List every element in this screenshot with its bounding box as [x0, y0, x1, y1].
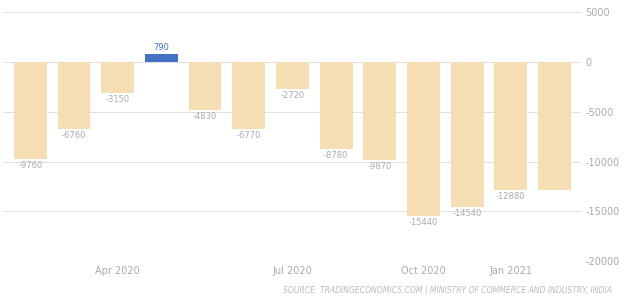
Text: -9760: -9760 — [18, 161, 42, 170]
Text: 790: 790 — [154, 43, 169, 52]
Text: -3150: -3150 — [105, 95, 130, 104]
Text: -6770: -6770 — [236, 131, 261, 140]
Bar — [232, 62, 265, 129]
Bar — [101, 62, 134, 93]
Text: -8780: -8780 — [324, 151, 348, 160]
Bar — [494, 62, 527, 190]
Bar — [145, 54, 178, 62]
Text: -12880: -12880 — [496, 192, 525, 201]
Bar — [407, 62, 440, 216]
Text: -15440: -15440 — [409, 218, 438, 227]
Text: -14540: -14540 — [452, 209, 482, 218]
Bar — [57, 62, 90, 129]
Bar — [14, 62, 47, 159]
Bar — [451, 62, 484, 207]
Text: -6760: -6760 — [62, 131, 86, 140]
Text: -4830: -4830 — [193, 112, 217, 121]
Text: -2720: -2720 — [280, 91, 305, 100]
Text: SOURCE: TRADINGECONOMICS.COM | MINISTRY OF COMMERCE AND INDUSTRY, INDIA: SOURCE: TRADINGECONOMICS.COM | MINISTRY … — [283, 286, 612, 295]
Bar — [276, 62, 309, 89]
Bar — [363, 62, 396, 160]
Bar — [538, 62, 571, 190]
Bar — [319, 62, 353, 149]
Text: -9870: -9870 — [368, 162, 392, 171]
Bar — [188, 62, 222, 110]
